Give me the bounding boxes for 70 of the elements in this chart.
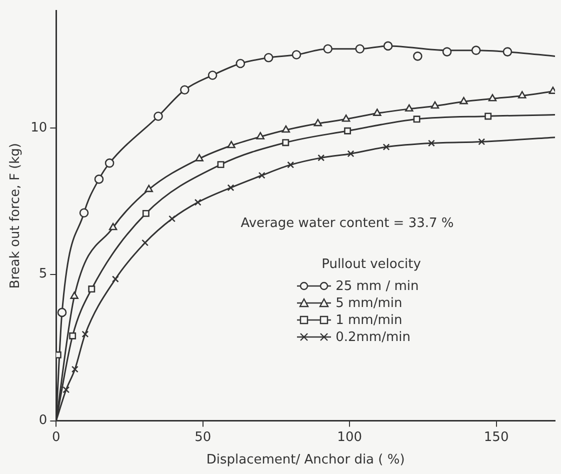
legend-label: 0.2mm/min bbox=[336, 330, 410, 345]
y-tick-label: 5 bbox=[38, 266, 48, 282]
point bbox=[256, 132, 264, 140]
x-tick-label: 150 bbox=[484, 430, 509, 445]
point bbox=[355, 44, 365, 54]
point bbox=[413, 52, 422, 61]
point bbox=[154, 112, 163, 121]
legend-label: 5 mm/min bbox=[336, 296, 402, 311]
point bbox=[471, 46, 481, 55]
point bbox=[227, 140, 236, 148]
x-axis-title: Displacement/ Anchor dia ( %) bbox=[206, 452, 405, 468]
point bbox=[168, 215, 176, 222]
x-tick-label: 50 bbox=[194, 430, 212, 445]
point bbox=[217, 161, 224, 168]
point bbox=[71, 366, 78, 373]
point bbox=[82, 330, 89, 338]
point bbox=[94, 174, 104, 184]
point bbox=[88, 286, 96, 292]
point bbox=[282, 139, 290, 146]
point bbox=[195, 154, 204, 162]
point bbox=[430, 101, 440, 109]
legend-title: Pullout velocity bbox=[322, 256, 421, 272]
point bbox=[236, 58, 246, 68]
point bbox=[413, 116, 420, 123]
y-tick-label: 0 bbox=[38, 413, 48, 428]
point bbox=[323, 44, 333, 54]
x-tick-label: 0 bbox=[52, 430, 60, 445]
point bbox=[142, 239, 149, 246]
point bbox=[282, 125, 290, 133]
point bbox=[484, 112, 492, 120]
point bbox=[264, 53, 274, 62]
point bbox=[428, 140, 435, 147]
point bbox=[318, 154, 325, 162]
point bbox=[104, 158, 114, 168]
point bbox=[518, 91, 526, 98]
point bbox=[405, 104, 414, 112]
point bbox=[108, 222, 118, 230]
point bbox=[478, 138, 486, 146]
point bbox=[57, 308, 67, 318]
y-axis-title: Break out force, F (kg) bbox=[8, 143, 24, 289]
annotation: Average water content = 33.7 % bbox=[240, 216, 454, 231]
point bbox=[442, 47, 452, 56]
point bbox=[62, 386, 70, 394]
point bbox=[373, 108, 382, 116]
point bbox=[194, 198, 202, 206]
point bbox=[180, 85, 190, 95]
point bbox=[314, 118, 322, 126]
point bbox=[70, 292, 78, 299]
point bbox=[142, 210, 150, 217]
point bbox=[488, 94, 497, 102]
point bbox=[69, 332, 76, 340]
point bbox=[342, 114, 350, 122]
point bbox=[347, 150, 354, 158]
legend-label: 25 mm / min bbox=[336, 278, 419, 294]
point bbox=[258, 172, 266, 179]
legend-label: 1 mm/min bbox=[336, 312, 402, 328]
point bbox=[344, 127, 352, 134]
y-tick-label: 10 bbox=[30, 120, 48, 136]
x-tick-label: 100 bbox=[337, 430, 362, 445]
point bbox=[382, 144, 390, 150]
point bbox=[144, 184, 153, 192]
point bbox=[292, 50, 302, 60]
point bbox=[383, 41, 393, 51]
point bbox=[460, 96, 468, 104]
point bbox=[208, 70, 218, 80]
point bbox=[287, 161, 294, 168]
point bbox=[502, 47, 512, 56]
point bbox=[79, 208, 89, 218]
point bbox=[227, 184, 234, 192]
point bbox=[112, 276, 119, 283]
